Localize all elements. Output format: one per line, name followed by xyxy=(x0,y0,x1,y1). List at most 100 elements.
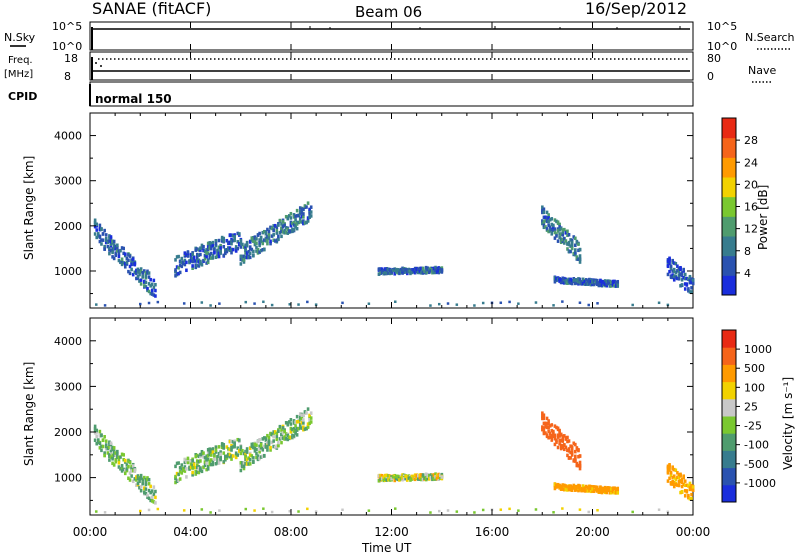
data-cell xyxy=(252,456,255,460)
data-cell xyxy=(272,233,275,237)
data-cell xyxy=(267,442,271,447)
data-cell xyxy=(263,247,266,252)
data-cell xyxy=(119,467,122,471)
data-cell xyxy=(253,242,257,247)
data-cell xyxy=(387,478,390,482)
data-cell xyxy=(241,461,244,465)
data-cell xyxy=(256,247,260,252)
ground-scatter-cell xyxy=(596,302,599,305)
data-cell xyxy=(682,482,685,487)
data-cell xyxy=(247,249,250,254)
data-cell xyxy=(185,268,188,273)
data-cell xyxy=(273,430,277,434)
data-cell xyxy=(303,204,307,208)
data-cell xyxy=(128,264,132,269)
data-cell xyxy=(591,282,594,287)
data-cell xyxy=(563,241,566,245)
ground-scatter-cell xyxy=(578,508,582,511)
data-cell xyxy=(225,238,229,243)
data-cell xyxy=(404,267,408,272)
ground-scatter-cell xyxy=(200,508,204,511)
data-cell xyxy=(395,270,398,274)
data-cell xyxy=(272,439,275,443)
data-cell xyxy=(687,289,690,293)
data-cell xyxy=(555,438,558,443)
data-cell xyxy=(199,246,202,250)
data-cell xyxy=(263,238,266,242)
data-cell xyxy=(691,485,695,489)
data-cell xyxy=(410,477,414,481)
data-cell xyxy=(119,260,122,265)
data-cell xyxy=(589,279,593,284)
data-cell xyxy=(683,287,687,291)
data-cell xyxy=(219,452,222,457)
data-cell xyxy=(100,448,103,453)
data-cell xyxy=(291,229,294,234)
data-cell xyxy=(563,276,566,281)
data-cell xyxy=(275,231,279,235)
data-cell xyxy=(217,461,221,465)
data-cell xyxy=(128,460,132,465)
data-cell xyxy=(412,474,415,479)
data-cell xyxy=(567,240,571,245)
data-cell xyxy=(258,241,261,245)
data-cell xyxy=(581,484,585,488)
power-ylabel: Slant Range [km] xyxy=(22,156,36,260)
data-cell xyxy=(203,463,207,468)
sky-search-panel: N.Sky 10^5 10^0 10^5 10^0 N.Search xyxy=(4,20,795,53)
data-cell xyxy=(434,472,437,476)
data-cell xyxy=(545,425,549,430)
data-cell xyxy=(194,248,198,252)
data-cell xyxy=(578,487,582,492)
data-cell xyxy=(227,246,230,251)
data-cell xyxy=(272,430,275,434)
data-cell xyxy=(295,214,299,218)
data-cell xyxy=(563,434,566,438)
data-cell xyxy=(116,249,119,253)
data-cell xyxy=(306,422,310,426)
y-tick-label: 1000 xyxy=(54,472,82,485)
data-cell xyxy=(589,486,593,491)
data-cell xyxy=(152,293,156,297)
data-cell xyxy=(146,269,149,274)
data-cell xyxy=(298,219,302,224)
data-cell xyxy=(117,258,121,263)
data-cell xyxy=(404,474,408,479)
data-cell xyxy=(680,484,684,489)
data-cell xyxy=(666,471,670,475)
data-cell xyxy=(152,485,156,489)
data-cell xyxy=(556,239,560,243)
data-cell xyxy=(603,489,607,493)
data-cell xyxy=(402,270,406,274)
y-tick-label: 4000 xyxy=(54,335,82,348)
data-cell xyxy=(559,226,563,231)
data-cell xyxy=(136,481,140,486)
data-cell xyxy=(421,266,425,271)
data-cell xyxy=(559,433,563,437)
data-cell xyxy=(677,266,681,270)
data-cell xyxy=(542,429,546,434)
data-cell xyxy=(144,285,148,289)
data-cell xyxy=(545,416,549,421)
data-cell xyxy=(248,255,252,260)
data-cell xyxy=(415,474,419,478)
data-cell xyxy=(688,276,692,280)
data-cell xyxy=(177,271,180,276)
colorbar-segment xyxy=(722,196,736,217)
data-cell xyxy=(283,231,286,235)
data-cell xyxy=(600,490,604,494)
data-cell xyxy=(437,472,441,477)
data-cell xyxy=(575,485,579,489)
data-cell xyxy=(435,476,439,481)
data-cell xyxy=(214,450,218,454)
data-cell xyxy=(209,246,213,251)
data-cell xyxy=(577,277,580,281)
data-cell xyxy=(415,267,419,271)
data-cell xyxy=(174,474,177,479)
data-cell xyxy=(561,486,565,491)
ground-scatter-cell xyxy=(394,300,397,303)
data-cell xyxy=(269,445,272,450)
data-cell xyxy=(103,453,106,458)
data-cell xyxy=(211,244,215,248)
